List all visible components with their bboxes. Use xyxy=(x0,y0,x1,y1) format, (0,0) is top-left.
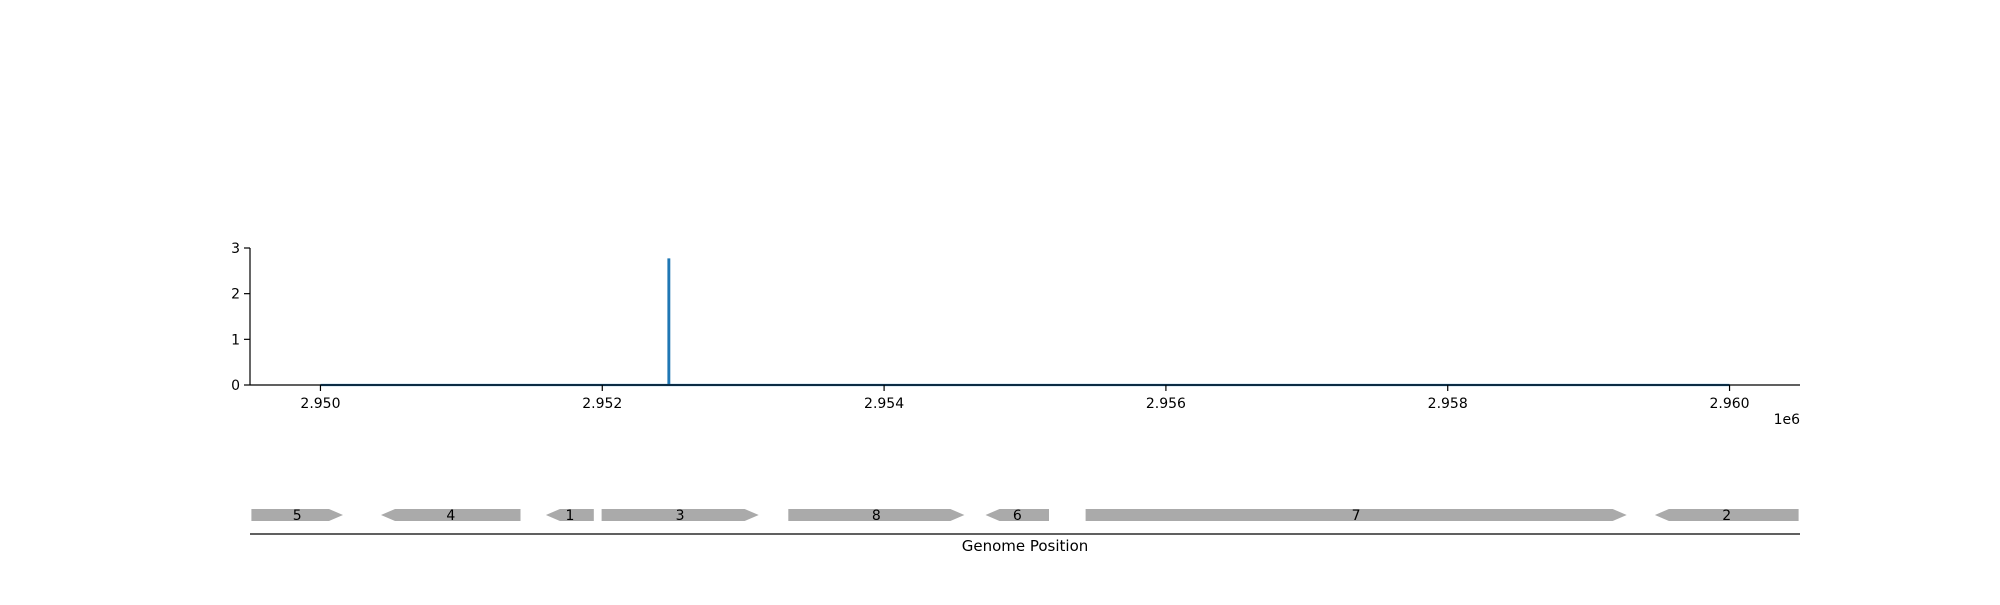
gene-label: 5 xyxy=(293,508,302,524)
coverage-plot: 0 1 2 3 2.950 2.952 2.954 2.956 2.958 2.960 xyxy=(231,241,1800,412)
x-tick-label: 2.952 xyxy=(582,396,622,412)
x-tick-label: 2.954 xyxy=(864,396,904,412)
gene-label: 7 xyxy=(1352,508,1361,524)
gene-arrow xyxy=(1654,509,1799,521)
y-tick-label: 3 xyxy=(231,241,240,257)
gene-label: 8 xyxy=(872,508,881,524)
x-tick-label: 2.950 xyxy=(300,396,340,412)
gene-track: 5 4 1 3 8 6 7 2 xyxy=(250,508,1800,535)
y-tick-label: 0 xyxy=(231,378,240,394)
gene-label: 2 xyxy=(1722,508,1731,524)
coverage-series-line xyxy=(320,258,1730,387)
gene-arrow xyxy=(788,509,965,521)
gene-label: 4 xyxy=(446,508,455,524)
gene-arrow xyxy=(251,509,343,521)
y-tick-label: 2 xyxy=(231,287,240,303)
gene-arrow xyxy=(985,509,1049,521)
x-axis-title: Genome Position xyxy=(962,537,1089,555)
y-tick-label: 1 xyxy=(231,332,240,348)
gene-label: 1 xyxy=(565,508,574,524)
x-axis-offset-label: 1e6 xyxy=(1774,412,1801,428)
gene-label: 6 xyxy=(1013,508,1022,524)
gene-arrow xyxy=(1085,509,1627,521)
gene-arrow xyxy=(601,509,759,521)
gene-arrow xyxy=(381,509,521,521)
x-tick-label: 2.956 xyxy=(1146,396,1186,412)
x-tick-label: 2.958 xyxy=(1428,396,1468,412)
gene-arrow xyxy=(545,509,594,521)
gene-label: 3 xyxy=(676,508,685,524)
x-tick-label: 2.960 xyxy=(1709,396,1749,412)
